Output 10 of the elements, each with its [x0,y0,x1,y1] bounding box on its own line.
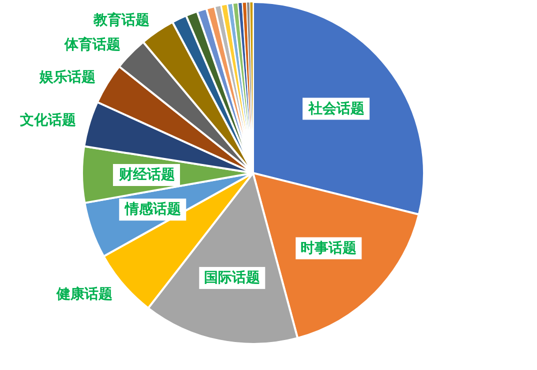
slice-label: 健康话题 [56,286,113,303]
slice-label: 教育话题 [92,12,150,29]
slice-label: 国际话题 [204,270,260,286]
slice-label: 体育话题 [64,36,121,53]
slice-label: 财经话题 [118,167,175,183]
slice-label: 社会话题 [308,100,365,117]
slice-label: 娱乐话题 [38,68,96,86]
slice-label: 文化话题 [18,112,76,129]
slice-label: 时事话题 [300,240,357,256]
slice-label: 情感话题 [124,202,182,218]
